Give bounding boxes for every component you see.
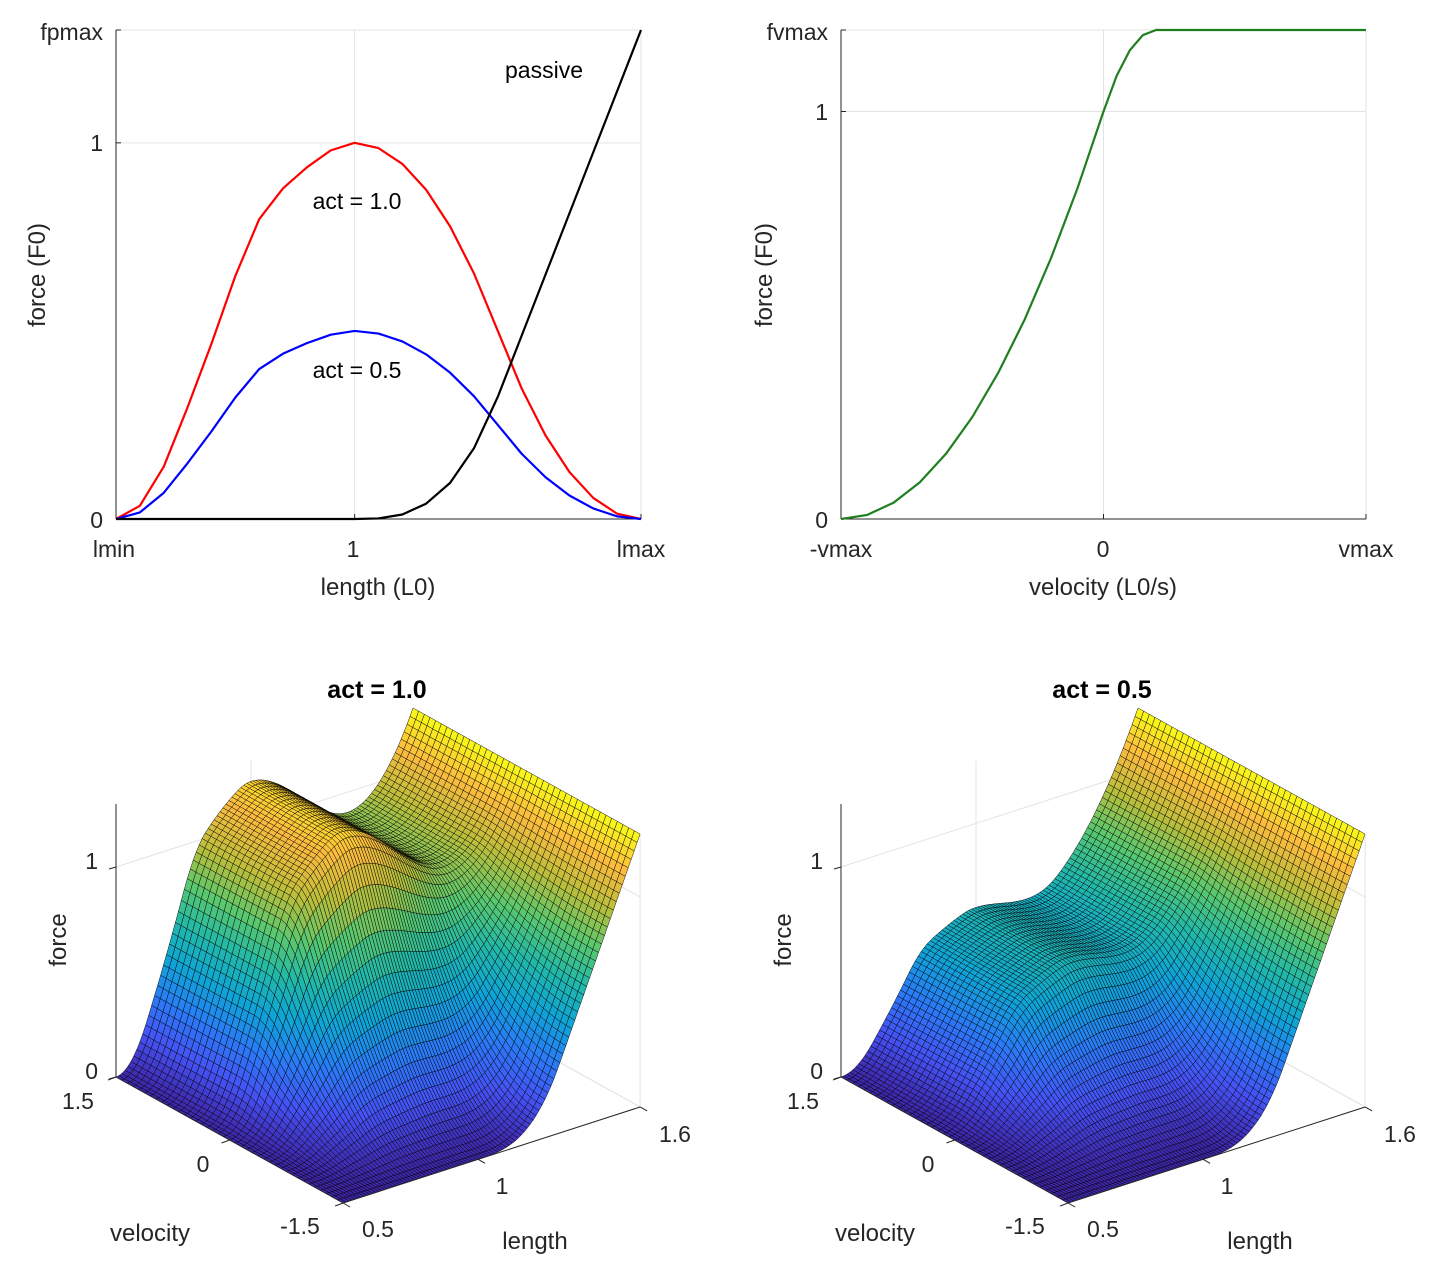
surface-plot-act-05: act = 0.5 0 1 1.5 0 -1.5 0.5 1 1.6 force… (770, 676, 1416, 1255)
x-tick-label: 0 (1097, 536, 1110, 562)
z-tick-mark (108, 866, 117, 870)
y-tick-label: 1 (90, 130, 103, 156)
act-05-annotation: act = 0.5 (313, 357, 402, 383)
x-tick-label: lmin (93, 536, 135, 562)
passive-annotation: passive (505, 57, 583, 83)
x-tick-label: -vmax (810, 536, 873, 562)
velocity-tick-mark (334, 1202, 344, 1207)
length-tick-label: 1.6 (659, 1121, 691, 1147)
length-tick-label: 1 (496, 1173, 509, 1199)
velocity-axis-label: velocity (110, 1220, 190, 1247)
velocity-tick-mark (221, 1139, 230, 1144)
force-length-plot: fpmax 1 0 lmin 1 lmax length (L0) force … (24, 19, 666, 601)
x-tick-label: vmax (1339, 536, 1394, 562)
series-line-0 (115, 141, 642, 521)
x-tick-label: 1 (347, 536, 360, 562)
z-axis-label: force (45, 913, 72, 966)
plot-title: act = 1.0 (327, 676, 426, 704)
x-tick-label: lmax (617, 536, 666, 562)
z-tick-label: 0 (85, 1058, 98, 1084)
series-line-1 (115, 329, 642, 521)
y-tick-label: 1 (815, 99, 828, 125)
surface-plot-act-1: act = 1.0 0 1 1.5 0 -1.5 0.5 1 1.6 force… (45, 676, 691, 1255)
velocity-tick-label: 0 (197, 1151, 210, 1177)
y-tick-label: fvmax (767, 19, 829, 45)
force-velocity-plot: fvmax 1 0 -vmax 0 vmax velocity (L0/s) f… (751, 19, 1394, 601)
x-axis-label: length (L0) (321, 574, 436, 601)
length-axis-label: length (502, 1228, 567, 1255)
velocity-tick-label: -1.5 (280, 1213, 320, 1239)
act-1-annotation: act = 1.0 (313, 188, 402, 214)
length-tick-mark (639, 1106, 648, 1112)
y-tick-label: 0 (815, 507, 828, 533)
y-tick-label: fpmax (40, 19, 103, 45)
z-tick-label: 1 (85, 848, 98, 874)
y-axis-label: force (F0) (751, 223, 778, 327)
length-tick-mark (477, 1158, 486, 1164)
series-line-0 (840, 28, 1366, 521)
velocity-tick-label: 1.5 (62, 1088, 94, 1114)
y-axis-label: force (F0) (24, 223, 51, 327)
series-line-2 (116, 29, 643, 521)
y-tick-label: 0 (90, 507, 103, 533)
length-tick-label: 0.5 (362, 1216, 394, 1242)
x-axis-label: velocity (L0/s) (1029, 574, 1177, 601)
length-tick-mark (342, 1202, 351, 1208)
